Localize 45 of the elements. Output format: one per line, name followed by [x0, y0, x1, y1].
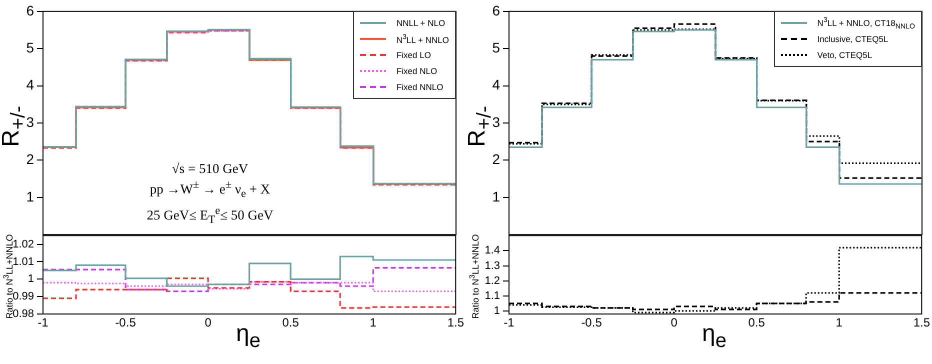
- y-tick-label: 4: [26, 76, 34, 93]
- x-tick-label: 0: [670, 316, 678, 330]
- annotation: pp →W$^{±}$ → e$^{±}$ ν$_{e}$ + X: [148, 178, 272, 202]
- annotation: √s = 510 GeV: [170, 160, 250, 177]
- y-tick-label: 5: [492, 39, 500, 56]
- x-tick-label: -0.5: [581, 316, 602, 330]
- legend-label: N$^{3}$LL + NNLO, CT18$_{NNLO}$: [817, 16, 915, 30]
- y-tick-label: 6: [26, 2, 34, 18]
- y-tick-label: 1.02: [12, 238, 34, 250]
- x-tick-label: 1.5: [447, 316, 464, 330]
- annotation: 25 GeV≤ E$_{T}$$^{e}$≤ 50 GeV: [146, 204, 274, 228]
- legend-label: Fixed NNLO: [396, 82, 444, 92]
- legend-label: N$^{3}$LL + NNLO: [396, 33, 449, 45]
- x-axis-title: η$_{e}$: [702, 320, 726, 353]
- legend-label: Fixed NLO: [396, 66, 438, 76]
- x-tick-label: -1: [38, 316, 49, 330]
- y-tick-label: 1: [492, 188, 500, 204]
- y-tick-label: 1: [28, 273, 34, 286]
- y-tick-label: 2: [492, 151, 500, 168]
- x-tick-label: -0.5: [115, 316, 136, 330]
- x-axis-title: η$_{e}$: [236, 320, 260, 353]
- y-tick-label: 1.3: [484, 260, 500, 272]
- y-tick-label: 1: [494, 305, 500, 318]
- y-tick-label: 1.4: [484, 244, 500, 257]
- y-tick-label: 2: [26, 151, 34, 168]
- x-tick-label: 0.5: [282, 316, 300, 330]
- y-tick-label: 0.99: [12, 290, 34, 303]
- x-tick-label: 1: [836, 316, 843, 330]
- y-tick-label: 1.2: [484, 274, 500, 287]
- y-tick-label: 6: [492, 2, 500, 18]
- x-tick-label: 1.5: [913, 316, 930, 330]
- legend-label: Inclusive, CTEQ5L: [817, 34, 888, 44]
- legend-label: NNLL + NLO: [396, 18, 446, 28]
- x-tick-label: 1: [370, 316, 377, 330]
- y-tick-label: 1: [26, 188, 34, 204]
- legend-label: Veto, CTEQ5L: [817, 50, 872, 60]
- y-tick-label: 4: [492, 76, 500, 93]
- y-tick-label: 1.1: [484, 290, 500, 302]
- x-tick-label: -1: [504, 316, 515, 330]
- legend-label: Fixed LO: [396, 50, 431, 60]
- y-tick-label: 0.98: [12, 308, 34, 320]
- x-tick-label: 0: [204, 316, 212, 330]
- y-tick-label: 1.01: [12, 256, 34, 268]
- y-tick-label: 5: [26, 39, 34, 56]
- x-tick-label: 0.5: [748, 316, 766, 330]
